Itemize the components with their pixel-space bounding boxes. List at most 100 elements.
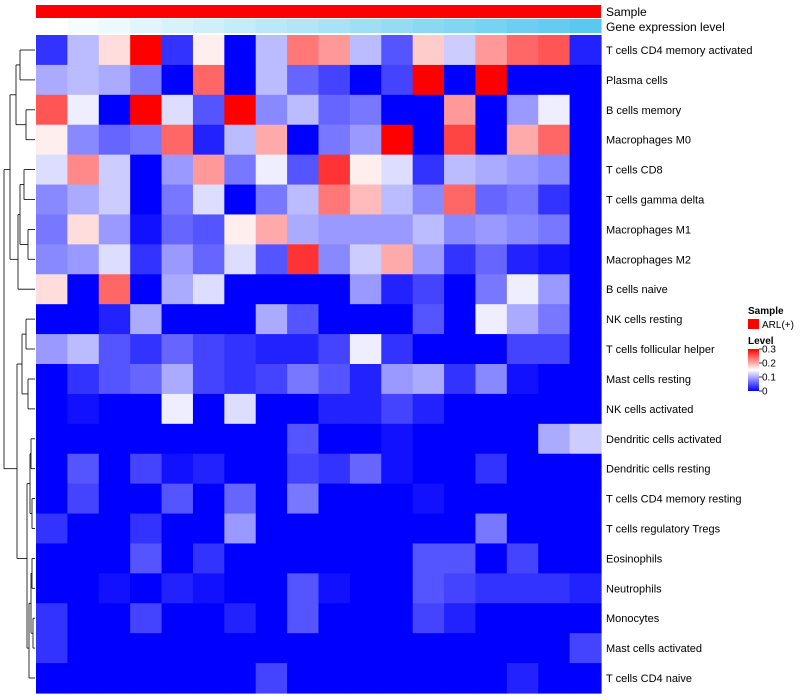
heatmap-cell xyxy=(538,423,571,455)
heatmap-cell xyxy=(381,364,414,395)
heatmap-cell xyxy=(538,154,571,186)
heatmap-cell xyxy=(67,184,100,216)
heatmap-cell xyxy=(444,543,477,574)
heatmap-cell xyxy=(67,154,100,186)
heatmap-cell xyxy=(381,304,414,335)
heatmap-cell xyxy=(161,663,194,694)
heatmap-cell xyxy=(381,244,414,275)
heatmap-cell xyxy=(192,334,225,365)
heatmap-cell xyxy=(444,663,477,694)
heatmap-cell xyxy=(569,244,602,275)
heatmap-cell xyxy=(130,64,163,96)
heatmap-cell xyxy=(98,513,131,545)
heatmap-cell xyxy=(412,543,445,574)
row-label: T cells CD8 xyxy=(606,165,663,177)
heatmap-cell xyxy=(192,304,225,335)
heatmap-cell xyxy=(506,124,539,156)
heatmap-cell xyxy=(192,603,225,634)
heatmap-cell xyxy=(98,663,131,694)
heatmap-cell xyxy=(475,573,508,604)
heatmap-cell xyxy=(506,334,539,365)
heatmap-cell xyxy=(381,214,414,245)
row-label: T cells CD4 memory resting xyxy=(606,494,742,506)
heatmap-cell xyxy=(192,35,225,66)
heatmap-cell xyxy=(412,334,445,365)
heatmap-cell xyxy=(130,483,163,515)
row-label: T cells follicular helper xyxy=(606,344,715,356)
heatmap-cell xyxy=(98,304,131,335)
legend-tick-label: 0.3 xyxy=(762,345,776,356)
heatmap-cell xyxy=(538,483,571,515)
gene-expression-cell xyxy=(506,19,539,33)
heatmap-cell xyxy=(36,663,68,694)
row-label: Dendritic cells resting xyxy=(606,464,711,476)
heatmap-cell xyxy=(444,244,477,275)
gene-expression-cell xyxy=(255,19,288,33)
heatmap-cell xyxy=(36,483,68,515)
legend-tick-label: 0.1 xyxy=(762,373,776,384)
legend-sample-title: Sample xyxy=(748,306,784,317)
heatmap-cell xyxy=(569,423,602,455)
heatmap-cell xyxy=(538,633,571,664)
heatmap-cell xyxy=(318,64,351,96)
heatmap-cell xyxy=(349,393,382,425)
heatmap-cell xyxy=(255,663,288,694)
heatmap-cell xyxy=(67,274,100,305)
heatmap-cell xyxy=(98,214,131,245)
heatmap-cell xyxy=(224,304,257,335)
heatmap-cell xyxy=(130,543,163,574)
heatmap-cell xyxy=(224,603,257,634)
heatmap-cell xyxy=(98,244,131,275)
heatmap-cell xyxy=(444,423,477,455)
heatmap-cell xyxy=(255,364,288,395)
heatmap-cell xyxy=(412,154,445,186)
legend-level-title: Level xyxy=(748,336,774,347)
heatmap-cell xyxy=(318,543,351,574)
heatmap-cell xyxy=(569,364,602,395)
heatmap-cell xyxy=(255,334,288,365)
heatmap-cell xyxy=(161,184,194,216)
heatmap-cell xyxy=(192,364,225,395)
row-label: Macrophages M2 xyxy=(606,254,691,266)
heatmap-cell xyxy=(349,513,382,545)
heatmap-cell xyxy=(444,274,477,305)
heatmap-cell xyxy=(98,154,131,186)
heatmap-cell xyxy=(506,184,539,216)
heatmap-cell xyxy=(569,274,602,305)
heatmap-cell xyxy=(506,543,539,574)
heatmap-cell xyxy=(98,334,131,365)
heatmap-cell xyxy=(255,573,288,604)
gene-expression-cell xyxy=(318,19,351,33)
heatmap-cell xyxy=(224,64,257,96)
heatmap-cell xyxy=(444,364,477,395)
heatmap-cell xyxy=(161,304,194,335)
heatmap-cell xyxy=(287,603,320,634)
heatmap-cell xyxy=(475,124,508,156)
heatmap-cell xyxy=(161,274,194,305)
heatmap-cell xyxy=(506,663,539,694)
row-label: B cells naive xyxy=(606,284,668,296)
heatmap-cell xyxy=(224,244,257,275)
heatmap-cell xyxy=(381,154,414,186)
heatmap-cell xyxy=(538,603,571,634)
legend: Sample ARL(+) Level 0.3 0.2 0.1 0 xyxy=(748,306,794,398)
row-label: T cells CD4 naive xyxy=(606,673,692,685)
heatmap-cell xyxy=(538,304,571,335)
heatmap-cell xyxy=(318,513,351,545)
legend-tick-label: 0.2 xyxy=(762,359,776,370)
row-label: Plasma cells xyxy=(606,75,668,87)
heatmap-cell xyxy=(130,603,163,634)
heatmap-cell xyxy=(192,124,225,156)
heatmap-cell xyxy=(381,423,414,455)
sample-annotation-label: Sample xyxy=(606,5,647,19)
heatmap-cell xyxy=(255,543,288,574)
heatmap-cell xyxy=(569,513,602,545)
heatmap-cell xyxy=(569,64,602,96)
heatmap-cell xyxy=(192,94,225,126)
heatmap-cell xyxy=(381,184,414,216)
heatmap-cell xyxy=(161,543,194,574)
heatmap-cell xyxy=(444,633,477,664)
heatmap-cell xyxy=(412,124,445,156)
heatmap-cell xyxy=(255,483,288,515)
heatmap-cell xyxy=(287,244,320,275)
